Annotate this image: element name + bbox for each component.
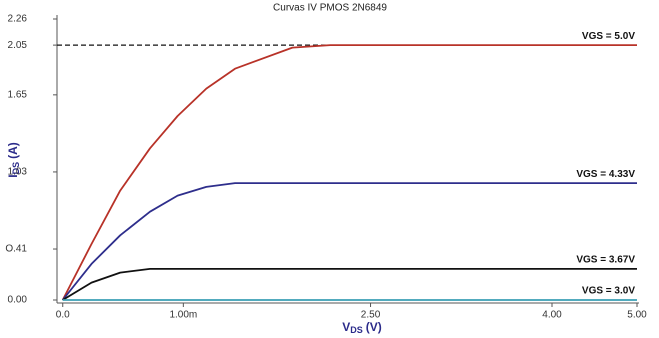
x-tick-label: 5.00: [627, 310, 647, 321]
series-label: VGS = 3.67V: [576, 255, 635, 266]
chart-title: Curvas IV PMOS 2N6849: [273, 3, 387, 14]
x-tick-label: 4.00: [542, 310, 562, 321]
series-label: VGS = 3.0V: [582, 286, 635, 297]
x-tick-label: 2.50: [361, 310, 381, 321]
x-tick-label: 0.0: [56, 310, 70, 321]
y-tick-label: 1.65: [8, 89, 28, 100]
x-axis-title-main: V: [342, 320, 350, 334]
x-axis-title: VDS (V): [342, 320, 382, 335]
series-label: VGS = 5.0V: [582, 31, 635, 42]
y-axis-title: IDS (A): [6, 142, 21, 178]
y-tick-label: 0.00: [8, 295, 28, 306]
x-tick-label: 1.00m: [169, 310, 197, 321]
x-axis-title-sub: DS: [350, 325, 363, 335]
y-axis-title-sub: DS: [11, 162, 21, 175]
y-axis-title-unit: (A): [6, 142, 20, 159]
series-line: [61, 182, 637, 301]
y-tick-label: 2.05: [8, 40, 28, 51]
y-tick-label: 1.03: [8, 167, 28, 178]
y-axis-title-main: I: [6, 174, 20, 177]
y-tick-label: O.41: [5, 244, 27, 255]
series-line: [62, 268, 637, 301]
series-line: [61, 44, 637, 301]
y-tick-label: 2.26: [8, 14, 28, 25]
x-axis-title-unit: (V): [366, 320, 382, 334]
series-label: VGS = 4.33V: [576, 169, 635, 180]
